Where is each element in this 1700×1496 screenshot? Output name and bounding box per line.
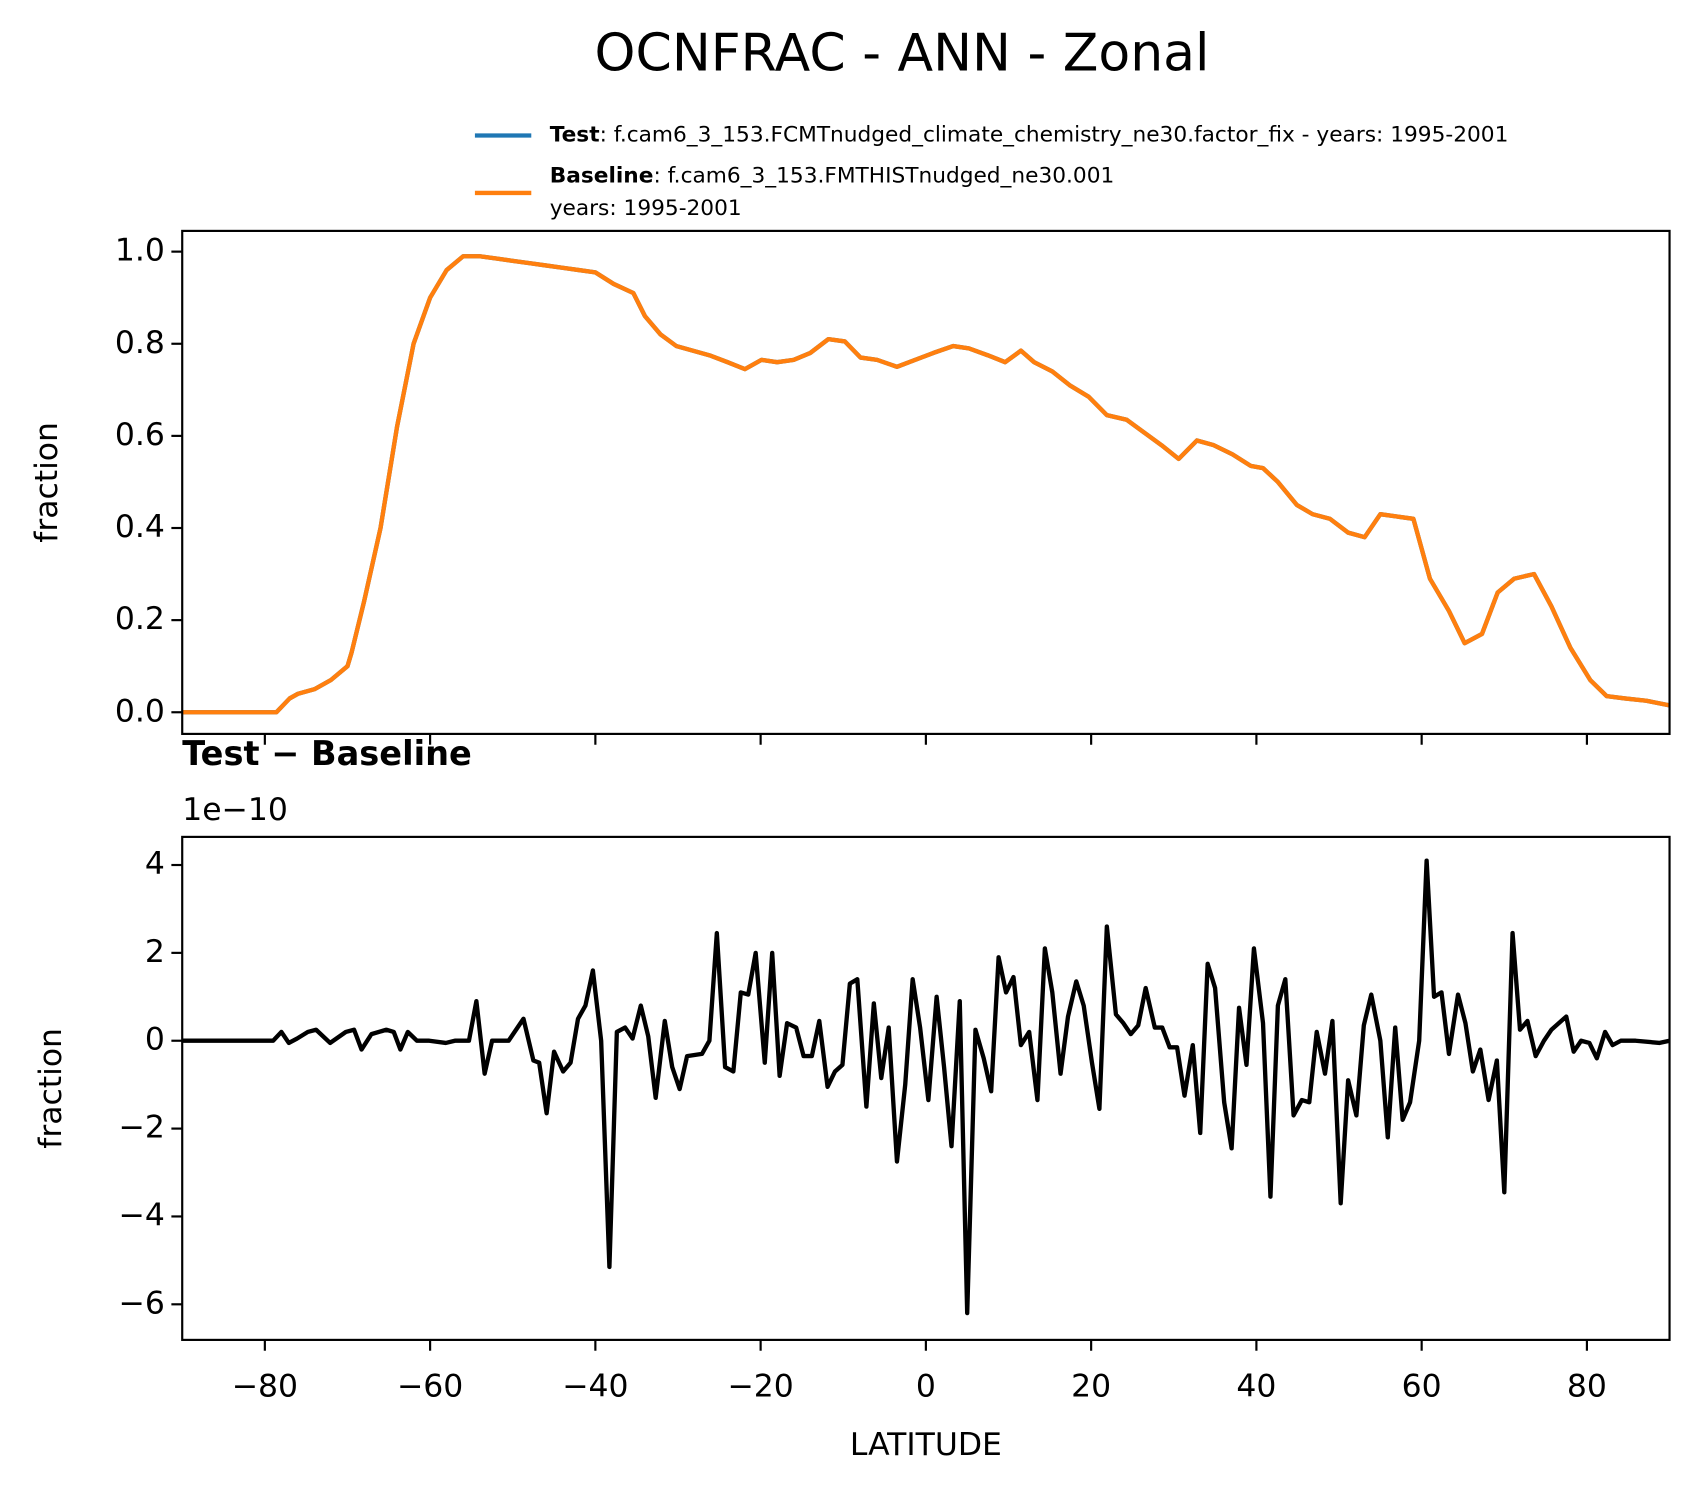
y-tick-label: 0.2	[115, 601, 165, 637]
y-tick-label: 4	[145, 846, 165, 882]
y-tick-label: −4	[119, 1197, 165, 1233]
y-tick-label: 2	[145, 934, 165, 970]
x-tick-label: 20	[1071, 1369, 1111, 1405]
y-tick-label: 0.4	[115, 509, 165, 545]
legend-text: Test: f.cam6_3_153.FCMTnudged_climate_ch…	[550, 123, 1509, 148]
axes-frame	[181, 229, 1671, 735]
plot-area	[182, 858, 1670, 1316]
subplot-title: Test − Baseline	[182, 734, 472, 773]
legend-desc: : f.cam6_3_153.FMTHISTnudged_ne30.001	[653, 164, 1114, 189]
y-axis-label: fraction	[29, 422, 65, 543]
y-tick-label: 1.0	[115, 233, 165, 269]
x-tick-label: −20	[727, 1369, 793, 1405]
data-line	[182, 858, 1670, 1316]
x-tick-label: −60	[397, 1369, 463, 1405]
y-tick-label: 0.6	[115, 417, 165, 453]
y-axis-label: fraction	[33, 1028, 69, 1149]
figure-title: OCNFRAC - ANN - Zonal	[595, 23, 1210, 83]
plot-area	[182, 254, 1670, 715]
y-tick-label: 0.0	[115, 693, 165, 729]
y-tick-label: −2	[119, 1110, 165, 1146]
data-line	[182, 254, 1670, 715]
x-tick-label: −40	[562, 1369, 628, 1405]
legend-text: years: 1995-2001	[550, 196, 742, 221]
data-line	[182, 254, 1670, 715]
legend-name: Test	[550, 123, 600, 148]
y-tick-label: 0	[145, 1022, 165, 1058]
x-axis-label: LATITUDE	[850, 1427, 1002, 1463]
axes-frame	[181, 835, 1671, 1341]
y-tick-label: 0.8	[115, 325, 165, 361]
legend-desc: : f.cam6_3_153.FCMTnudged_climate_chemis…	[600, 123, 1509, 148]
x-tick-label: 60	[1402, 1369, 1442, 1405]
x-tick-label: −80	[232, 1369, 298, 1405]
legend-name: Baseline	[550, 164, 654, 189]
y-tick-label: −6	[119, 1285, 165, 1321]
x-tick-label: 40	[1236, 1369, 1276, 1405]
x-tick-label: 80	[1567, 1369, 1607, 1405]
legend-desc: years: 1995-2001	[550, 196, 742, 221]
offset-text: 1e−10	[182, 792, 288, 828]
x-tick-label: 0	[916, 1369, 936, 1405]
legend-text: Baseline: f.cam6_3_153.FMTHISTnudged_ne3…	[550, 164, 1115, 189]
